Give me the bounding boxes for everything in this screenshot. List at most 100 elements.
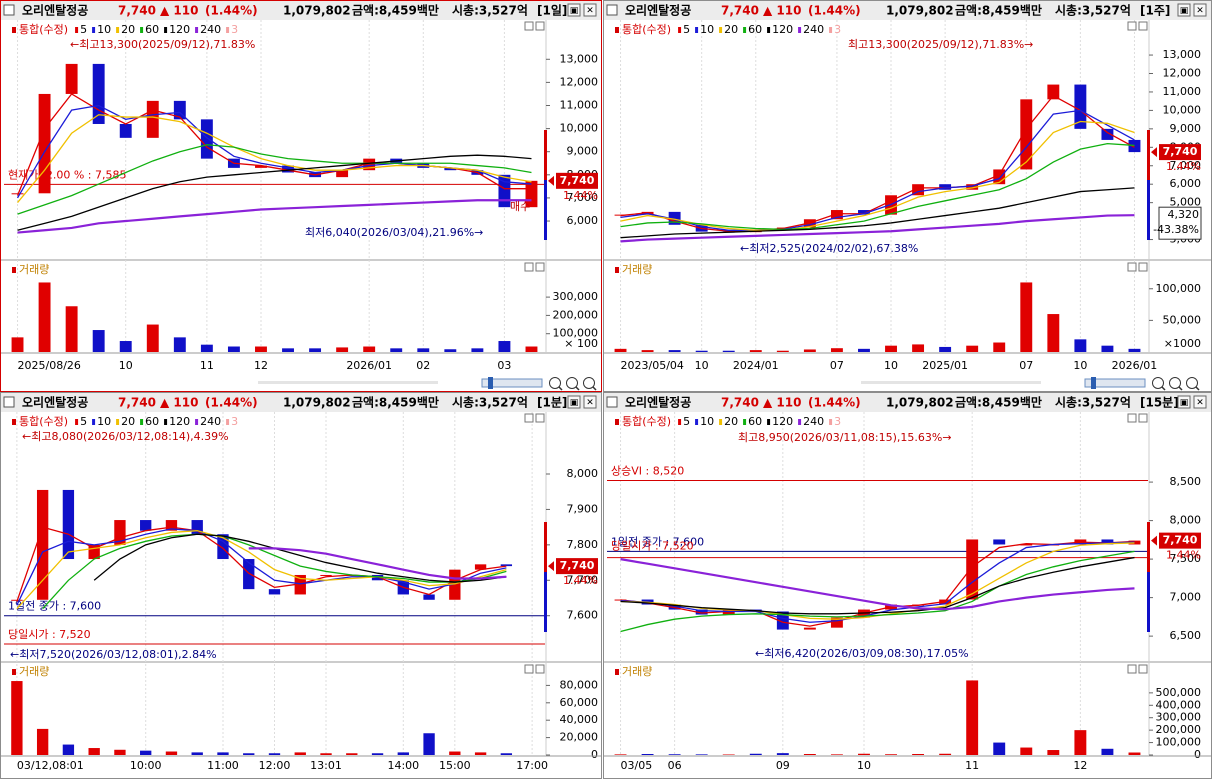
pane-button[interactable]: [524, 664, 534, 674]
close-button[interactable]: [583, 395, 597, 409]
legend-label: 3: [231, 415, 238, 428]
legend-swatch: [719, 419, 723, 425]
zoom-slider[interactable]: [1084, 378, 1146, 388]
zoom-out[interactable]: [549, 377, 561, 389]
zoom-thumb[interactable]: [488, 377, 493, 389]
volume-bar: [641, 754, 654, 755]
volume-bar: [749, 350, 762, 352]
pane-button[interactable]: [1138, 664, 1148, 674]
legend-label: 120: [772, 415, 793, 428]
volume-bar: [390, 348, 403, 352]
volume-bar: [885, 754, 897, 755]
price: 7,740: [721, 4, 759, 18]
ma-tag-pct: -43.38%: [1153, 223, 1199, 236]
y-tick-label: 11,000: [560, 98, 599, 111]
volume: 1,079,802: [283, 4, 351, 18]
pane-button[interactable]: [1127, 664, 1137, 674]
x-tick-label: 15:00: [439, 759, 471, 772]
zoom-reset[interactable]: [1169, 377, 1181, 389]
candle: [912, 184, 925, 196]
volume-bar: [668, 754, 681, 755]
volume-bar: [88, 748, 100, 755]
legend-swatch: [798, 419, 802, 425]
y-tick-label: 13,000: [1163, 48, 1202, 61]
legend-swatch: [226, 27, 230, 33]
candle: [268, 589, 281, 595]
pane-button[interactable]: [1127, 262, 1137, 272]
price-annotation: ←최저7,520(2026/03/12,08:01),2.84%: [10, 648, 217, 661]
y-tick-label: 300,000: [553, 290, 599, 303]
legend-swatch: [12, 267, 16, 273]
pane-button[interactable]: [524, 262, 534, 272]
y-tick-label: 40,000: [560, 713, 599, 726]
pane-button[interactable]: [535, 664, 545, 674]
legend-label: 5: [80, 415, 87, 428]
pane-button[interactable]: [535, 262, 545, 272]
volume-bar: [939, 346, 952, 352]
x-tick-label: 2025/01: [922, 359, 968, 372]
legend-title: 통합(수정): [622, 415, 671, 428]
x-tick-label: 10:00: [130, 759, 162, 772]
volume-bar: [320, 753, 332, 755]
close-button[interactable]: [1193, 3, 1207, 17]
close-button[interactable]: [1193, 395, 1207, 409]
maximize-button[interactable]: [567, 3, 581, 17]
price-annotation: ←최고8,080(2026/03/12,08:14),4.39%: [22, 430, 229, 443]
candle: [776, 611, 789, 630]
zoom-thumb[interactable]: [1091, 377, 1096, 389]
candle: [1020, 544, 1033, 546]
pane-button[interactable]: [535, 413, 545, 423]
zoom-reset[interactable]: [566, 377, 578, 389]
change-pct: (1.44%): [808, 396, 861, 410]
legend-label: 5: [683, 415, 690, 428]
candle: [966, 539, 979, 600]
zoom-in[interactable]: [1186, 377, 1198, 389]
legend-swatch: [615, 419, 619, 425]
pane-button[interactable]: [1127, 21, 1137, 31]
maximize-button[interactable]: [1177, 395, 1191, 409]
volume-bar: [119, 341, 132, 352]
select-checkbox[interactable]: [3, 396, 15, 408]
candle: [993, 539, 1006, 545]
zoom-in[interactable]: [583, 377, 595, 389]
close-button[interactable]: [583, 3, 597, 17]
candle: [173, 100, 186, 120]
volume-bar: [885, 345, 897, 352]
maximize-button[interactable]: [1177, 3, 1191, 17]
y-tick-label: 200,000: [553, 308, 599, 321]
pane-button[interactable]: [524, 413, 534, 423]
select-checkbox[interactable]: [3, 4, 15, 16]
pane-button[interactable]: [524, 21, 534, 31]
scroll-track[interactable]: [861, 381, 1041, 384]
y-tick-label: 0: [591, 748, 598, 761]
maximize-button[interactable]: [567, 395, 581, 409]
zoom-out[interactable]: [1152, 377, 1164, 389]
zoom-slider[interactable]: [481, 378, 543, 388]
candle: [62, 489, 75, 560]
candle: [363, 158, 376, 171]
volume-bar: [282, 348, 294, 352]
pane-button[interactable]: [1127, 413, 1137, 423]
x-tick-label: 10: [857, 759, 871, 772]
reference-label: 당일시가 : 7,520: [611, 539, 694, 553]
candle: [966, 184, 979, 190]
pane-button[interactable]: [1138, 413, 1148, 423]
pane-button[interactable]: [535, 21, 545, 31]
period: [1주]: [1140, 4, 1170, 18]
pane-button[interactable]: [1138, 262, 1148, 272]
volume-title: 거래량: [622, 665, 652, 678]
scroll-track[interactable]: [258, 381, 438, 384]
y-tick-label: 300,000: [1156, 711, 1202, 724]
volume-bar: [1074, 339, 1087, 352]
y-tick-label: 11,000: [1163, 85, 1202, 98]
ma-line: [620, 94, 1135, 232]
legend-label: 240: [200, 23, 221, 36]
ma-line: [620, 556, 1135, 615]
legend-swatch: [116, 419, 120, 425]
pane-button[interactable]: [1138, 21, 1148, 31]
legend-label: 5: [683, 23, 690, 36]
volume-bar: [62, 744, 75, 755]
select-checkbox[interactable]: [606, 396, 618, 408]
select-checkbox[interactable]: [606, 4, 618, 16]
